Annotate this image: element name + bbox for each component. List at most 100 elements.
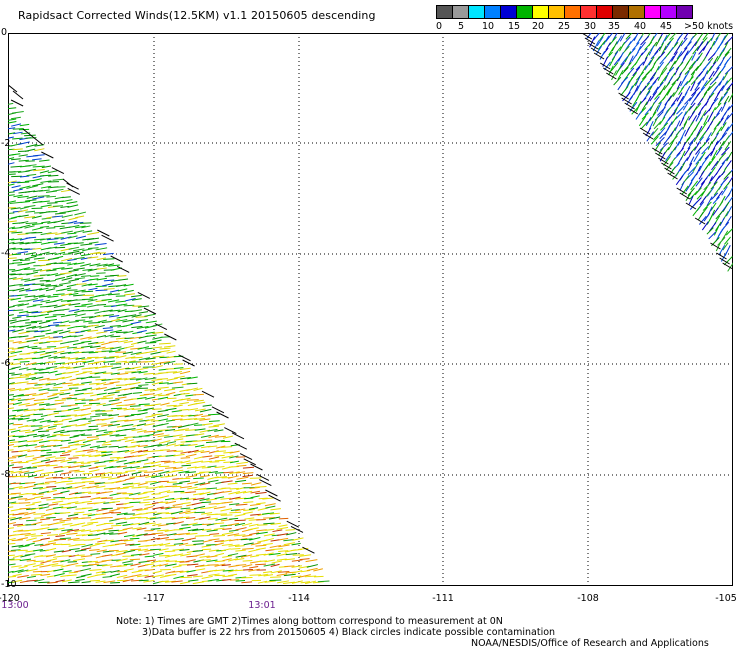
wind-vector <box>39 392 49 395</box>
wind-vector <box>123 304 135 307</box>
wind-vector <box>88 382 100 385</box>
wind-vector <box>122 482 134 486</box>
wind-vector <box>193 575 203 578</box>
wind-vector <box>283 539 294 542</box>
wind-vector <box>181 502 191 505</box>
wind-vector <box>222 555 233 558</box>
wind-vector <box>8 273 16 275</box>
wind-vector <box>686 132 694 141</box>
wind-vector <box>214 429 224 432</box>
wind-vector <box>18 449 31 453</box>
wind-vector <box>68 469 80 472</box>
wind-vector <box>27 474 37 478</box>
wind-vector <box>164 466 177 469</box>
wind-vector <box>202 404 212 407</box>
wind-vector <box>117 407 127 410</box>
wind-vector <box>160 475 170 479</box>
wind-vector <box>8 257 17 260</box>
wind-vector <box>53 506 64 509</box>
wind-vector <box>695 70 704 80</box>
lat-label-4: -4 <box>1 248 11 259</box>
color-swatch <box>532 5 549 19</box>
wind-vector <box>125 403 136 406</box>
wind-vector <box>703 212 711 222</box>
wind-vector <box>270 570 282 574</box>
wind-vector <box>299 558 310 561</box>
wind-vector-flag <box>234 442 247 450</box>
wind-vector <box>271 560 283 564</box>
wind-vector <box>111 524 122 527</box>
wind-vector <box>26 575 37 579</box>
wind-vector <box>194 444 205 448</box>
wind-vector <box>152 433 164 436</box>
wind-vector <box>60 439 71 442</box>
wind-vector <box>74 464 85 468</box>
wind-vector <box>82 248 93 252</box>
wind-vector <box>234 557 245 561</box>
wind-vector <box>649 72 657 81</box>
wind-vector <box>8 354 17 358</box>
color-swatch <box>516 5 533 19</box>
wind-vector <box>180 451 192 454</box>
wind-vector <box>690 76 699 85</box>
wind-vector <box>61 471 72 475</box>
wind-vector <box>39 506 50 510</box>
wind-vector <box>194 428 206 431</box>
wind-vector <box>17 294 28 297</box>
wind-vector <box>67 326 77 330</box>
wind-vector <box>703 85 711 96</box>
wind-vector <box>74 481 86 484</box>
wind-vector <box>129 475 141 478</box>
wind-vector <box>611 41 618 52</box>
wind-vector <box>178 510 191 515</box>
wind-vector <box>25 362 37 366</box>
wind-vector <box>48 563 59 566</box>
wind-vector <box>641 112 649 120</box>
wind-vector <box>45 280 56 283</box>
wind-vector <box>108 445 119 448</box>
wind-vector <box>676 80 682 90</box>
wind-vector <box>8 136 14 139</box>
wind-vector <box>101 564 113 567</box>
wind-vector <box>684 105 692 116</box>
wind-vector-flag <box>154 323 168 331</box>
wind-vector <box>250 503 261 506</box>
wind-vector <box>165 391 176 396</box>
wind-vector <box>10 492 22 495</box>
wind-vector-flag <box>97 229 110 237</box>
wind-vector <box>38 403 50 406</box>
wind-vector <box>649 102 655 112</box>
wind-vector <box>125 470 136 473</box>
wind-vector <box>164 388 176 392</box>
wind-vector <box>53 573 65 577</box>
wind-vector <box>716 51 724 62</box>
wind-vector <box>32 386 43 390</box>
wind-vector <box>34 578 45 583</box>
wind-vector <box>235 564 247 567</box>
wind-vector <box>87 449 98 453</box>
wind-vector <box>18 214 29 218</box>
wind-vector <box>74 273 86 277</box>
wind-vector <box>117 339 128 343</box>
wind-vector <box>144 360 154 363</box>
wind-vector <box>645 116 652 127</box>
wind-vector <box>263 533 275 537</box>
wind-vector <box>13 283 23 286</box>
wind-vector <box>46 489 57 494</box>
wind-vector <box>55 376 65 380</box>
wind-vector <box>123 549 136 554</box>
wind-vector <box>74 439 86 443</box>
wind-vector <box>130 385 142 390</box>
wind-vector <box>81 316 94 319</box>
wind-vector <box>129 461 142 465</box>
wind-vector <box>723 182 730 190</box>
wind-vector <box>608 46 615 56</box>
wind-vector <box>199 498 210 502</box>
wind-vector <box>215 517 228 521</box>
wind-vector <box>608 56 616 67</box>
wind-vector <box>694 37 701 47</box>
wind-vector <box>151 574 164 578</box>
wind-vector <box>719 217 725 226</box>
wind-vector <box>89 399 100 402</box>
wind-vector <box>8 443 15 447</box>
